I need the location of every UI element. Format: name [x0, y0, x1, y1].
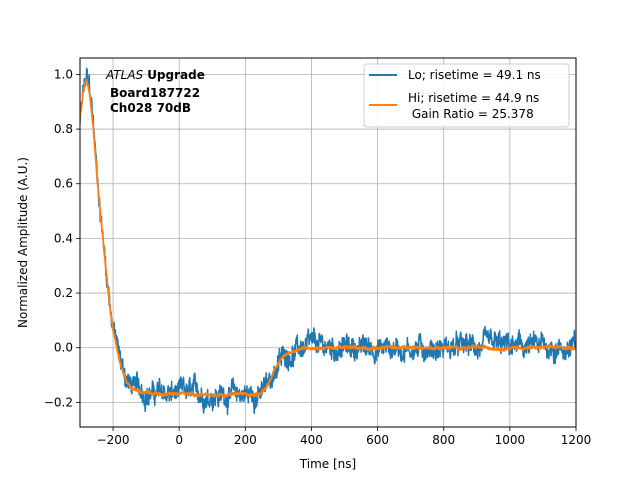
annotation-board: Board187722: [110, 86, 200, 100]
legend-label-hi: Hi; risetime = 44.9 ns: [408, 91, 539, 105]
x-tick-label: 200: [234, 433, 257, 447]
y-tick-label: 0.4: [54, 231, 73, 245]
legend-label-lo: Lo; risetime = 49.1 ns: [408, 68, 541, 82]
x-tick-label: 400: [300, 433, 323, 447]
annotation-upgrade: Upgrade: [147, 68, 205, 82]
y-tick-label: 0.2: [54, 286, 73, 300]
x-tick-label: −200: [97, 433, 130, 447]
x-tick-label: 800: [432, 433, 455, 447]
x-tick-label: 1000: [495, 433, 526, 447]
plot-frame: [79, 57, 577, 428]
legend-box: [363, 63, 570, 128]
y-tick-label: 0.0: [54, 341, 73, 355]
annotation-atlas: ATLAS: [105, 68, 144, 82]
y-tick-label: 1.0: [54, 67, 73, 81]
x-axis-label: Time [ns]: [299, 457, 356, 471]
legend-label-gain-ratio: Gain Ratio = 25.378: [408, 107, 534, 121]
y-tick-label: −0.2: [44, 395, 73, 409]
y-axis-label: Normalized Amplitude (A.U.): [16, 157, 30, 328]
x-tick-label: 0: [175, 433, 183, 447]
annotation-channel: Ch028 70dB: [110, 101, 191, 115]
x-tick-label: 1200: [561, 433, 592, 447]
legend: Lo; risetime = 49.1 ns Hi; risetime = 44…: [363, 63, 570, 128]
y-tick-label: 0.8: [54, 122, 73, 136]
y-tick-label: 0.6: [54, 177, 73, 191]
axis-ticks: −200 0 200 400 600 800 1000 1200 −0.2 0.0 0.2 0.4 0.…: [44, 67, 591, 447]
x-tick-label: 600: [366, 433, 389, 447]
series-line-hi: [80, 78, 576, 399]
atlas-annotation: ATLAS Upgrade Board187722 Ch028 70dB: [105, 68, 205, 115]
annotation-line-1: ATLAS Upgrade: [105, 68, 205, 82]
series-layer: [80, 67, 576, 416]
